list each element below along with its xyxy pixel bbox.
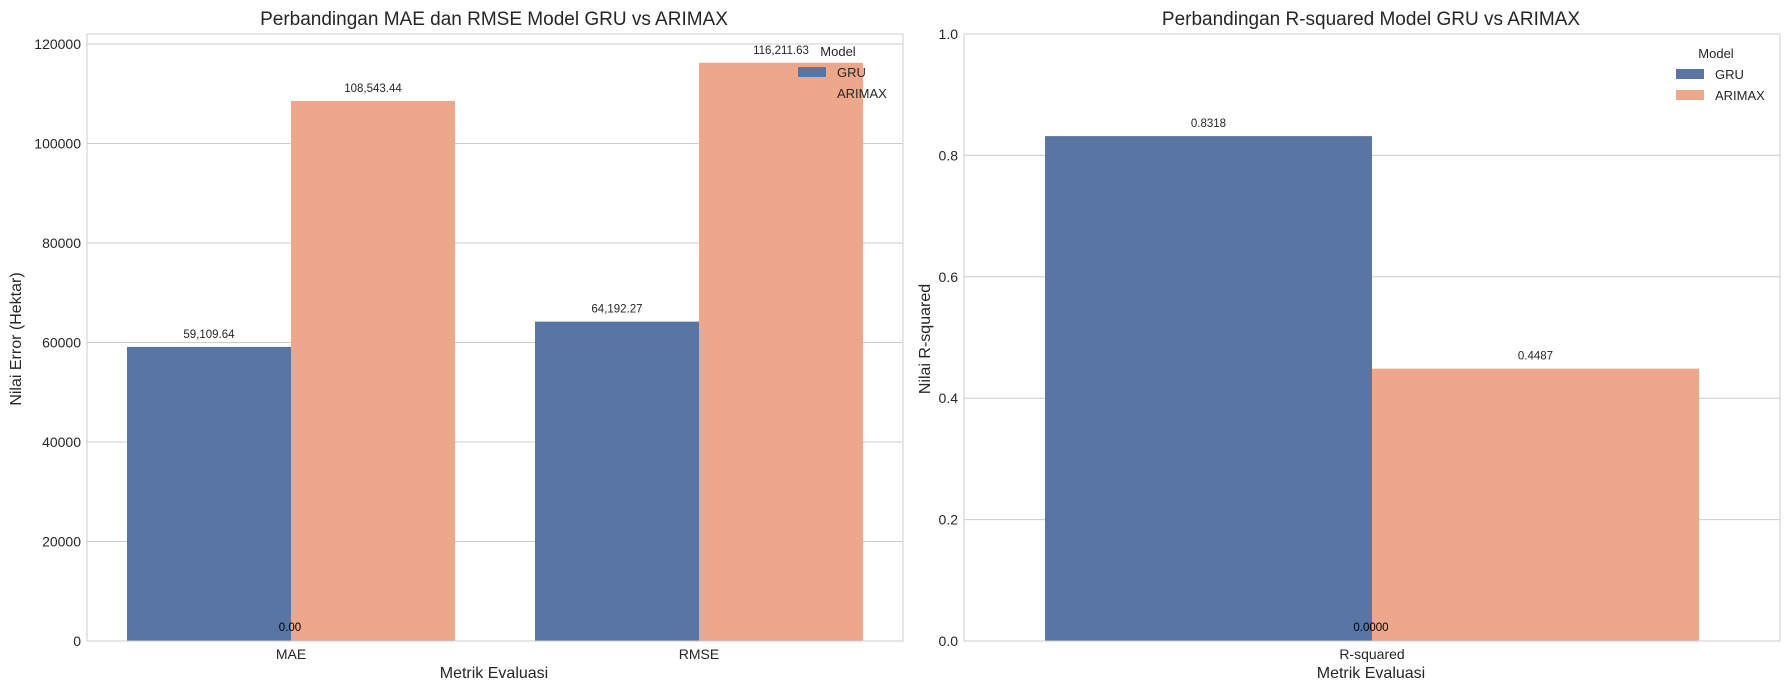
y-tick-label: 60000	[42, 334, 81, 350]
y-tick-label: 100000	[34, 135, 81, 151]
legend-label: GRU	[837, 65, 866, 80]
y-tick-label: 1.0	[939, 26, 959, 42]
data-label: 0.00	[279, 622, 301, 634]
x-axis-label: Metrik Evaluasi	[440, 665, 548, 682]
chart-mae-rmse: Perbandingan MAE dan RMSE Model GRU vs A…	[8, 9, 904, 682]
data-label: 0.4487	[1518, 351, 1553, 363]
legend-swatch-arimax	[798, 88, 826, 98]
data-label: 59,109.64	[183, 329, 235, 341]
bar-arimax-mae	[291, 100, 455, 641]
x-tick-label: MAE	[276, 646, 306, 662]
y-tick-label: 80000	[42, 235, 81, 251]
y-tick-label: 0.4	[939, 390, 959, 406]
data-label: 108,543.44	[344, 83, 402, 95]
data-labels: 59,109.64 108,543.44 64,192.27 116,211.63 0.…	[183, 45, 809, 634]
y-tick-label: 120000	[34, 36, 81, 52]
y-axis-label: Nilai R-squared	[917, 284, 934, 394]
x-tick-label: RMSE	[679, 646, 719, 662]
data-label: 0.8318	[1191, 118, 1226, 130]
x-tick-label: R-squared	[1339, 646, 1404, 662]
legend-label: ARIMAX	[1715, 88, 1765, 103]
legend-swatch-arimax	[1676, 90, 1704, 100]
data-label: 0.0000	[1353, 622, 1388, 634]
x-axis: R-squared	[1339, 646, 1404, 662]
y-tick-label: 40000	[42, 434, 81, 450]
x-axis: MAE RMSE	[276, 646, 719, 662]
bar-arimax-rmse	[699, 62, 863, 642]
y-tick-label: 0	[73, 633, 81, 649]
legend-swatch-gru	[1676, 69, 1704, 79]
y-axis: 0.0 0.2 0.4 0.6 0.8 1.0	[939, 26, 959, 649]
bar-arimax-r-squared	[1372, 368, 1699, 641]
legend-label: GRU	[1715, 67, 1744, 82]
y-tick-label: 0.8	[939, 147, 959, 163]
bars	[1045, 136, 1699, 641]
x-axis-label: Metrik Evaluasi	[1317, 665, 1425, 682]
bars	[127, 62, 863, 642]
data-label: 116,211.63	[753, 45, 809, 57]
legend-title: Model	[820, 44, 856, 59]
plot-frame	[963, 33, 1781, 642]
data-label: 64,192.27	[591, 304, 642, 316]
chart-title: Perbandingan R-squared Model GRU vs ARIM…	[1162, 9, 1581, 30]
y-tick-label: 0.6	[939, 269, 959, 285]
legend: Model GRU ARIMAX	[1676, 46, 1765, 103]
legend-title: Model	[1698, 46, 1734, 61]
chart-r-squared: Perbandingan R-squared Model GRU vs ARIM…	[917, 9, 1781, 682]
legend: Model GRU ARIMAX	[798, 44, 887, 101]
y-tick-label: 0.2	[939, 512, 959, 528]
bar-gru-rmse	[535, 321, 699, 641]
plot-frame	[86, 33, 904, 642]
y-tick-label: 0.0	[939, 633, 959, 649]
legend-label: ARIMAX	[837, 86, 887, 101]
bar-gru-r-squared	[1045, 136, 1372, 641]
chart-title: Perbandingan MAE dan RMSE Model GRU vs A…	[260, 9, 728, 30]
y-axis: 0 20000 40000 60000 80000 100000 120000	[34, 36, 81, 649]
data-labels: 0.8318 0.4487 0.0000	[1191, 118, 1553, 634]
y-axis-label: Nilai Error (Hektar)	[8, 272, 25, 405]
legend-swatch-gru	[798, 67, 826, 77]
bar-gru-mae	[127, 346, 291, 641]
y-tick-label: 20000	[42, 533, 81, 549]
